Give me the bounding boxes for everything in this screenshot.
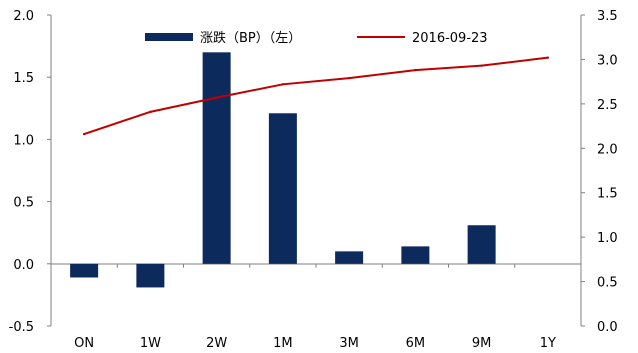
left-ticks: -0.5 0.0 0.5 1.0 1.5 2.0: [9, 9, 51, 335]
category-label: 3M: [339, 336, 359, 351]
line-point-9M: [480, 64, 483, 67]
legend: 涨跌（BP）（左） 2016-09-23: [145, 30, 488, 46]
right-tick-label: 0.5: [597, 276, 618, 291]
bar-9M: [467, 225, 496, 264]
legend-line-label: 2016-09-23: [412, 31, 488, 46]
bar-1W: [136, 263, 165, 288]
line-point-1M: [281, 83, 285, 86]
right-tick-label: 3.5: [597, 9, 618, 24]
line-point-3M: [347, 76, 351, 80]
bar-1M: [268, 113, 297, 264]
left-tick-label: 1.5: [13, 71, 34, 86]
category-labels: ON 1W 2W 1M 3M 6M 9M 1Y: [74, 263, 582, 351]
line-point-1W: [149, 110, 152, 114]
line-series: [82, 56, 550, 136]
bars: [70, 52, 496, 288]
category-label: 6M: [406, 336, 426, 351]
bar-3M: [335, 251, 364, 264]
line-point-6M: [414, 68, 417, 72]
legend-bar-label: 涨跌（BP）（左）: [200, 30, 301, 46]
right-tick-label: 2.0: [597, 142, 618, 157]
category-label: 9M: [472, 336, 492, 351]
bar-2W: [202, 52, 231, 264]
left-tick-label: 0.0: [13, 258, 34, 273]
bar-6M: [401, 246, 430, 264]
right-tick-label: 1.5: [597, 187, 618, 202]
left-tick-label: 2.0: [13, 9, 34, 24]
bar-ON: [70, 263, 99, 278]
line-2016-09-23: [83, 56, 548, 136]
category-label: ON: [74, 336, 94, 351]
category-label: 1M: [273, 336, 293, 351]
right-tick-label: 3.0: [597, 53, 618, 68]
right-tick-label: 0.0: [597, 320, 618, 335]
category-label: 2W: [206, 336, 227, 351]
line-point-ON: [82, 132, 86, 136]
right-tick-label: 2.5: [597, 98, 618, 113]
category-label: 1W: [140, 336, 161, 351]
legend-bar-swatch: [145, 33, 193, 41]
right-tick-label: 1.0: [597, 231, 618, 246]
left-tick-label: 0.5: [13, 196, 34, 211]
line-point-1Y: [546, 56, 550, 59]
category-label: 1Y: [540, 336, 556, 351]
right-ticks: 0.0 0.5 1.0 1.5 2.0 2.5 3.0 3.5: [581, 9, 618, 335]
left-tick-label: -0.5: [9, 320, 34, 335]
left-tick-label: 1.0: [13, 133, 34, 148]
line-point-2W: [215, 96, 218, 99]
